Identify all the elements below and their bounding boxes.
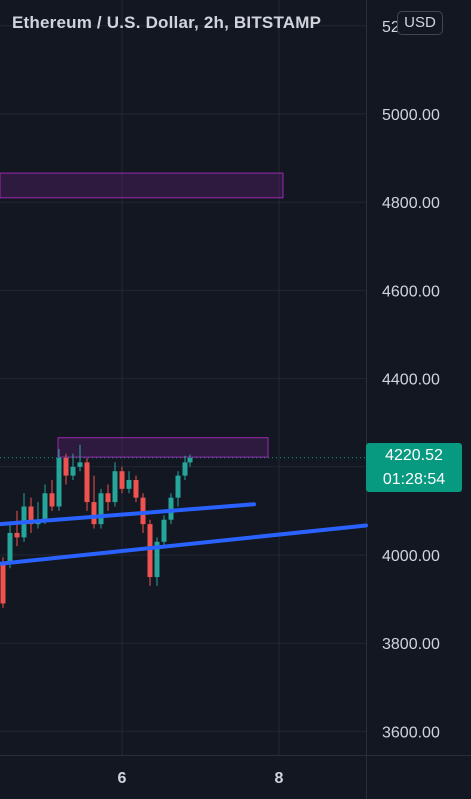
candle-up (154, 541, 160, 578)
candle-up (187, 457, 193, 463)
y-tick-label: 4800.00 (382, 195, 440, 212)
candle-down (105, 493, 111, 503)
candle-up (42, 493, 48, 520)
x-tick-label: 6 (118, 770, 127, 787)
candle-down (84, 462, 90, 503)
candle-down (119, 471, 125, 489)
y-tick-label: 3800.00 (382, 636, 440, 653)
candles (0, 444, 193, 608)
candle-down (140, 497, 146, 525)
y-tick-label: 4400.00 (382, 372, 440, 389)
candle-up (161, 519, 167, 542)
y-axis-ticks: 5200.005000.004800.004600.004400.004200.… (382, 19, 440, 742)
last-price-label: 4220.52 (366, 443, 462, 468)
supply-zone (57, 437, 269, 458)
candle-down (63, 457, 69, 476)
supply-zone (0, 172, 284, 199)
candle-down (49, 493, 55, 507)
candle-down (0, 563, 6, 604)
trendline (0, 523, 368, 566)
y-tick-label: 4600.00 (382, 283, 440, 300)
candle-up (70, 466, 76, 476)
candle-up (98, 493, 104, 525)
y-tick-label: 4000.00 (382, 548, 440, 565)
trendlines (0, 502, 368, 566)
currency-button[interactable]: USD (397, 11, 443, 35)
candle-up (7, 532, 13, 564)
x-tick-label: 8 (275, 770, 284, 787)
y-tick-label: 5000.00 (382, 107, 440, 124)
candle-up (56, 457, 62, 507)
trendline (0, 502, 256, 527)
chart-title: Ethereum / U.S. Dollar, 2h, BITSTAMP (12, 13, 322, 32)
candle-down (28, 506, 34, 525)
zones (0, 172, 284, 458)
candle-down (14, 532, 20, 538)
grid (0, 0, 366, 755)
candle-up (182, 462, 188, 476)
candle-up (112, 471, 118, 503)
candle-down (133, 480, 139, 498)
candle-down (91, 502, 97, 525)
candle-up (77, 462, 83, 467)
candle-up (126, 480, 132, 489)
candle-up (168, 497, 174, 520)
candle-down (147, 524, 153, 578)
y-tick-label: 3600.00 (382, 724, 440, 741)
candle-up (175, 475, 181, 498)
bar-countdown-label: 01:28:54 (366, 468, 462, 492)
